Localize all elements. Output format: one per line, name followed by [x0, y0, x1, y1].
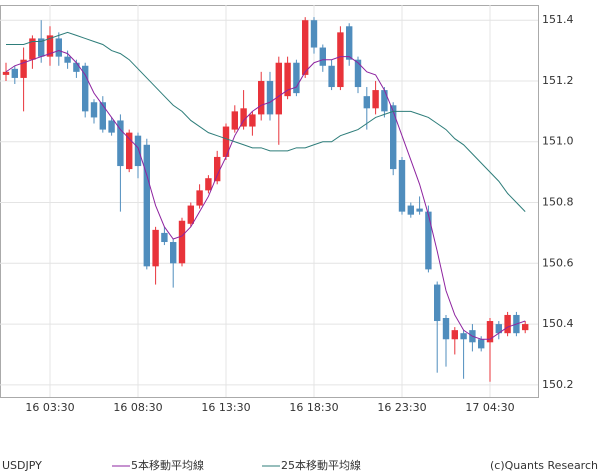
- candle-body: [258, 80, 265, 115]
- candle-body: [46, 35, 54, 57]
- x-tick-label: 16 13:30: [201, 401, 250, 414]
- candle-body: [416, 208, 423, 212]
- candle-body: [134, 135, 142, 167]
- candle-body: [381, 90, 388, 112]
- ma-line: [5, 50, 526, 340]
- candle-body: [460, 333, 467, 340]
- candle-body: [82, 65, 89, 112]
- candle-body: [117, 120, 124, 167]
- candle-body: [240, 108, 247, 127]
- candle-body: [249, 114, 256, 127]
- candle-body: [231, 111, 238, 130]
- candle-body: [178, 220, 186, 264]
- candle-body: [337, 32, 344, 88]
- y-tick-label: 150.6: [542, 256, 574, 269]
- candle-body: [143, 144, 150, 267]
- candle-body: [64, 56, 71, 63]
- y-tick-label: 151.2: [542, 74, 574, 87]
- candle-body: [99, 102, 106, 130]
- candle-body: [266, 80, 274, 115]
- candle-body: [275, 62, 282, 115]
- ma-line: [6, 31, 526, 212]
- legend-label: 25本移動平均線: [281, 458, 361, 472]
- candle-body: [29, 38, 36, 60]
- symbol-label: USDJPY: [2, 459, 42, 472]
- candle-body: [187, 205, 194, 224]
- y-tick-label: 151.0: [542, 135, 574, 148]
- candle-body: [522, 324, 529, 331]
- x-tick-label: 16 23:30: [377, 401, 426, 414]
- candle-body: [451, 330, 458, 340]
- candle-body: [310, 20, 318, 48]
- x-tick-label: 16 08:30: [113, 401, 162, 414]
- candle-body: [478, 339, 485, 349]
- candle-body: [222, 126, 230, 157]
- candle-body: [346, 26, 353, 60]
- candle-body: [2, 71, 10, 75]
- candle-body: [205, 178, 212, 191]
- candle-body: [55, 38, 62, 57]
- plot-frame: [0, 5, 539, 398]
- x-tick-label: 16 03:30: [25, 401, 74, 414]
- candle-body: [504, 314, 511, 334]
- candle-body: [302, 20, 309, 75]
- legend-label: 5本移動平均線: [131, 458, 204, 472]
- candle-body: [73, 62, 80, 72]
- candle-body: [293, 62, 300, 94]
- y-tick-label: 151.4: [542, 13, 574, 26]
- candle-body: [495, 324, 502, 334]
- candle-body: [196, 190, 203, 206]
- candle-body: [486, 321, 494, 343]
- y-tick-label: 150.8: [542, 196, 574, 209]
- candle-body: [152, 229, 159, 267]
- candle-body: [126, 132, 133, 170]
- candle-body: [390, 105, 397, 170]
- candle-body: [328, 65, 335, 88]
- candle-body: [11, 68, 18, 78]
- candle-body: [354, 59, 362, 88]
- candle-body: [372, 90, 379, 109]
- x-tick-label: 16 18:30: [289, 401, 338, 414]
- candle-body: [170, 242, 177, 264]
- candle-body: [214, 156, 221, 182]
- candle-body: [20, 59, 27, 78]
- candle-body: [161, 232, 168, 243]
- candle-body: [90, 102, 98, 118]
- x-tick-label: 17 04:30: [465, 401, 514, 414]
- candle-body: [398, 159, 406, 212]
- candle-body: [442, 317, 450, 340]
- candle-body: [363, 96, 370, 109]
- candle-body: [407, 205, 414, 215]
- y-tick-label: 150.2: [542, 378, 574, 391]
- y-tick-label: 150.4: [542, 317, 574, 330]
- candle-body: [434, 284, 441, 322]
- candle-body: [108, 120, 115, 133]
- candle-body: [319, 47, 326, 66]
- credit: (c)Quants Research: [490, 459, 598, 472]
- candle-body: [284, 62, 291, 97]
- candle-body: [38, 38, 45, 57]
- candle-body: [425, 211, 432, 270]
